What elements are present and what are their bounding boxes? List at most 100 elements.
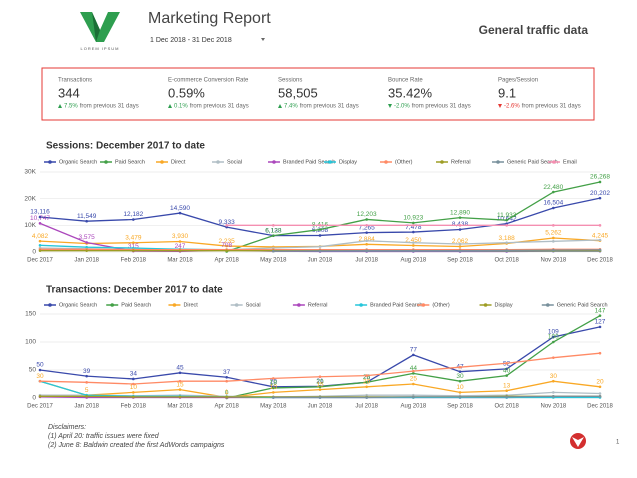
data-point: [85, 395, 88, 398]
data-point: [505, 241, 508, 244]
data-point: [85, 245, 88, 249]
legend-swatch: [328, 160, 332, 164]
legend-swatch: [234, 303, 239, 307]
series-line: [273, 395, 600, 399]
page-heading: General traffic data: [479, 23, 589, 37]
kpi-note: from previous 31 days: [522, 104, 581, 110]
data-label: 147: [595, 307, 606, 314]
data-point: [505, 249, 508, 252]
data-point: [38, 368, 42, 372]
data-label: 26,268: [590, 174, 610, 181]
data-point: [552, 340, 555, 344]
data-point: [225, 244, 228, 248]
data-point: [132, 218, 135, 221]
data-point: [505, 361, 508, 365]
chart-title: Sessions: December 2017 to date: [46, 141, 205, 152]
kpi-label: E-commerce Conversion Rate: [168, 78, 249, 84]
legend-swatch: [172, 303, 177, 307]
data-point: [365, 396, 368, 399]
data-point: [458, 216, 462, 219]
legend-swatch: [440, 160, 444, 164]
data-point: [458, 370, 462, 373]
y-tick-label: 20K: [24, 195, 36, 202]
legend-swatch: [48, 160, 52, 164]
kpi-label: Bounce Rate: [388, 78, 423, 84]
y-tick-label: 100: [25, 339, 36, 346]
data-point: [318, 396, 322, 399]
data-label: 5,262: [545, 230, 562, 237]
data-point: [38, 222, 42, 225]
x-tick-label: Dec 2017: [27, 404, 53, 410]
kpi-value: 344: [58, 85, 80, 100]
legend-label: Generic Paid Search: [557, 302, 608, 308]
kpi-note: from previous 31 days: [80, 104, 139, 110]
logo: [80, 12, 120, 42]
data-point: [412, 369, 415, 373]
charts: Sessions: December 2017 to date 0 10K 20K 30…: [24, 141, 613, 410]
data-label: 25: [410, 376, 418, 383]
data-label: 20: [316, 379, 324, 386]
data-point: [505, 389, 508, 393]
legend-swatch: [272, 160, 276, 164]
data-point: [178, 388, 182, 391]
legend-label: Email: [563, 159, 577, 165]
legend-label: Referral: [308, 302, 328, 308]
y-tick-label: 0: [32, 395, 36, 402]
data-point: [458, 365, 462, 369]
legend-swatch: [359, 303, 363, 307]
data-point: [178, 211, 182, 215]
data-point: [272, 386, 275, 390]
data-label: 77: [410, 347, 418, 354]
trend-arrow: [498, 104, 502, 108]
data-label: 20: [270, 379, 278, 386]
data-label: 12,182: [123, 211, 143, 218]
data-point: [272, 224, 275, 227]
y-tick-label: 10K: [24, 222, 36, 229]
y-tick-label: 30K: [24, 169, 36, 176]
x-tick-label: Jun 2018: [308, 404, 333, 410]
data-label: 44: [410, 365, 418, 372]
data-point: [365, 243, 368, 246]
kpi-value: 35.42%: [388, 85, 433, 100]
x-tick-label: Aug 2018: [400, 404, 426, 410]
data-point: [552, 395, 555, 398]
data-label: 2,062: [452, 238, 469, 245]
data-point: [598, 224, 602, 227]
kpi-note: from previous 31 days: [190, 104, 249, 110]
chart-title: Transactions: December 2017 to date: [46, 285, 223, 296]
x-tick-label: Dec 2018: [587, 404, 613, 410]
data-point: [178, 240, 182, 243]
kpi-note: from previous 31 days: [300, 104, 359, 110]
data-point: [318, 245, 322, 248]
legend-label: Social: [227, 159, 242, 165]
data-label: 20: [363, 379, 371, 386]
data-label: 708: [221, 242, 232, 249]
data-label: 11,933: [497, 212, 517, 219]
legend-swatch: [297, 303, 301, 307]
data-point: [412, 353, 415, 357]
data-label: 7,265: [359, 224, 376, 231]
data-point: [132, 241, 135, 245]
date-range[interactable]: 1 Dec 2018 - 31 Dec 2018: [150, 37, 232, 44]
data-point: [412, 372, 415, 375]
legend-swatch: [552, 160, 556, 164]
kpi-change: -2.0%: [394, 104, 410, 110]
data-label: 247: [175, 243, 186, 250]
legend-label: Paid Search: [121, 302, 151, 308]
data-point: [552, 356, 555, 359]
data-label: 4,082: [32, 233, 49, 240]
data-label: 30: [550, 373, 558, 380]
legend-swatch: [104, 160, 108, 164]
data-label: 6,128: [265, 227, 282, 234]
legend-swatch: [110, 303, 115, 307]
data-label: 2,235: [219, 238, 236, 245]
legend-label: Generic Paid Search: [507, 159, 558, 165]
data-point: [272, 249, 275, 253]
data-point: [552, 190, 555, 194]
data-label: 13: [503, 382, 511, 389]
data-point: [272, 377, 275, 380]
kpi-value: 58,505: [278, 85, 318, 100]
dropdown-icon[interactable]: [261, 38, 265, 41]
data-point: [505, 218, 508, 222]
legend-swatch: [216, 160, 220, 164]
